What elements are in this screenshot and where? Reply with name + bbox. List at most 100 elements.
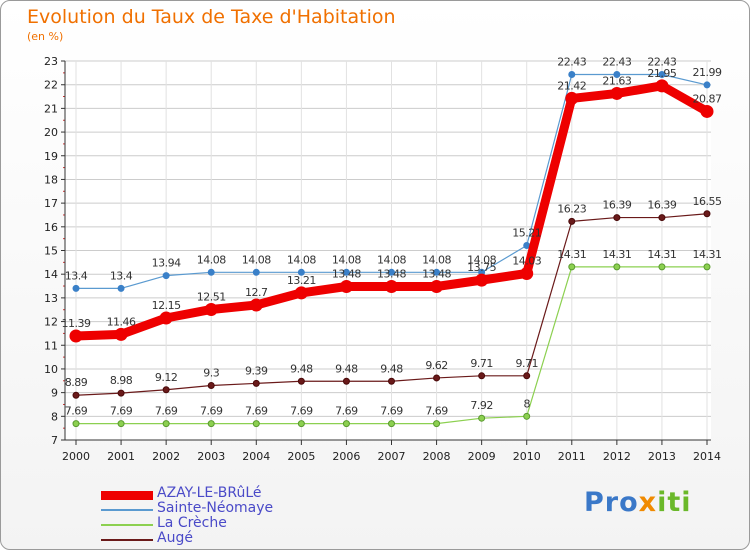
data-label-sainte: 14.08: [332, 253, 361, 266]
data-label-auge: 16.39: [647, 199, 676, 212]
data-point-creche: [478, 414, 486, 422]
x-tick-label: 2014: [693, 450, 721, 463]
data-label-auge: 16.23: [557, 202, 586, 215]
y-tick-label: 16: [44, 221, 58, 234]
data-point-creche: [72, 420, 80, 428]
data-point-auge: [72, 391, 80, 399]
data-label-auge: 8.98: [110, 374, 133, 387]
data-label-azay: 13.75: [467, 261, 496, 274]
data-label-azay: 13.21: [287, 274, 316, 287]
x-tick-label: 2009: [468, 450, 496, 463]
data-point-creche: [162, 420, 170, 428]
data-point-creche: [613, 263, 621, 271]
data-point-auge: [252, 379, 260, 387]
y-tick-label: 11: [44, 339, 58, 352]
data-point-auge: [703, 210, 711, 218]
data-label-creche: 7.69: [155, 405, 178, 418]
data-point-azay: [475, 273, 489, 287]
y-tick-label: 14: [44, 268, 58, 281]
legend-swatch-sainte: [101, 509, 153, 511]
legend-item-sainte: Sainte-Néomaye: [101, 500, 401, 517]
data-point-auge: [658, 214, 666, 222]
data-point-azay: [249, 298, 263, 312]
data-point-azay: [385, 280, 398, 294]
data-point-azay: [204, 302, 218, 316]
data-point-creche: [568, 263, 576, 271]
data-label-sainte: 22.43: [602, 56, 631, 69]
data-label-azay: 12.7: [245, 286, 268, 299]
data-point-auge: [207, 382, 215, 390]
y-tick-label: 9: [51, 387, 58, 400]
data-point-auge: [613, 214, 621, 222]
data-label-azay: 12.51: [197, 290, 226, 303]
data-point-azay: [114, 327, 128, 341]
data-label-auge: 9.62: [425, 359, 448, 372]
data-label-creche: 8: [523, 397, 530, 410]
data-point-sainte: [252, 268, 260, 276]
data-point-azay: [339, 280, 353, 294]
data-point-creche: [252, 420, 260, 428]
data-label-azay: 21.95: [647, 67, 676, 80]
data-label-sainte: 14.08: [287, 253, 316, 266]
data-point-azay: [430, 280, 444, 294]
data-label-sainte: 13.4: [110, 269, 133, 282]
data-point-auge: [523, 372, 531, 380]
legend-item-auge: Augé: [101, 530, 401, 547]
data-point-auge: [568, 217, 576, 225]
data-label-sainte: 14.08: [197, 253, 226, 266]
y-tick-label: 18: [44, 173, 58, 186]
data-point-sainte: [568, 71, 576, 79]
data-label-azay: 20.87: [693, 92, 722, 105]
y-tick-label: 22: [44, 79, 58, 92]
data-label-azay: 13.48: [422, 268, 451, 281]
x-tick-label: 2012: [603, 450, 631, 463]
data-point-azay: [520, 266, 534, 280]
data-point-creche: [207, 420, 215, 428]
x-tick-label: 2002: [152, 450, 180, 463]
data-label-azay: 21.42: [557, 79, 586, 92]
data-label-auge: 9.48: [290, 362, 313, 375]
data-point-sainte: [658, 71, 666, 79]
data-point-sainte: [342, 268, 350, 276]
legend-label-creche: La Crèche: [157, 515, 227, 531]
legend-swatch-creche: [101, 524, 153, 526]
data-point-sainte: [433, 268, 441, 276]
data-label-auge: 9.48: [335, 362, 358, 375]
data-label-azay: 14.03: [512, 254, 541, 267]
data-point-sainte: [297, 268, 305, 276]
y-tick-label: 8: [51, 410, 58, 423]
x-tick-label: 2013: [648, 450, 676, 463]
data-point-creche: [388, 420, 395, 428]
y-tick-label: 13: [44, 292, 58, 305]
data-label-sainte: 14.08: [377, 253, 406, 266]
data-point-sainte: [162, 272, 170, 280]
unit-label: (en %): [27, 30, 64, 43]
x-tick-label: 2011: [558, 450, 586, 463]
data-label-auge: 16.55: [693, 195, 722, 208]
data-point-auge: [117, 389, 125, 397]
logo-part-2: x: [638, 487, 658, 518]
x-tick-label: 2005: [287, 450, 315, 463]
data-label-auge: 9.12: [155, 371, 178, 384]
y-tick-label: 17: [44, 197, 58, 210]
y-tick-label: 12: [44, 316, 58, 329]
data-point-auge: [388, 377, 395, 385]
data-label-azay: 11.46: [107, 315, 136, 328]
data-point-azay: [655, 79, 669, 93]
data-label-azay: 13.48: [377, 268, 406, 281]
data-label-auge: 9.3: [203, 367, 219, 380]
data-point-auge: [478, 372, 486, 380]
data-point-creche: [523, 412, 531, 420]
data-label-sainte: 22.43: [647, 56, 676, 69]
x-tick-label: 2000: [62, 450, 90, 463]
data-point-sainte: [703, 81, 711, 89]
data-label-creche: 7.69: [380, 405, 403, 418]
data-label-creche: 7.69: [200, 405, 223, 418]
data-label-creche: 7.92: [470, 399, 493, 412]
data-label-sainte: 22.43: [557, 56, 586, 69]
legend-item-creche: La Crèche: [101, 515, 401, 532]
data-label-azay: 13.48: [332, 268, 361, 281]
legend-label-azay: AZAY-LE-BRûLé: [157, 485, 262, 501]
data-point-sainte: [388, 268, 395, 276]
